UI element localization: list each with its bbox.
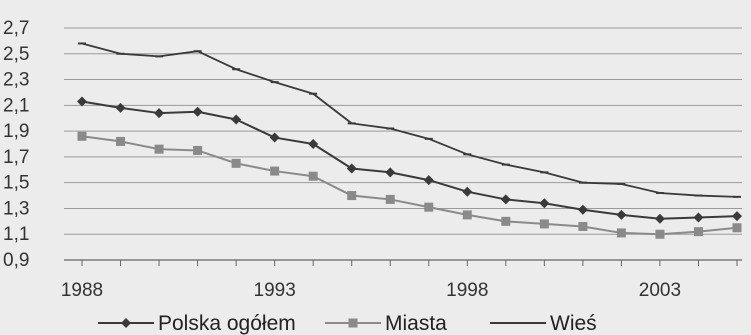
series-2 xyxy=(77,131,742,239)
series-1 xyxy=(77,96,742,224)
data-point xyxy=(115,102,126,113)
data-point xyxy=(693,212,704,223)
data-point xyxy=(385,167,396,178)
y-tick-label: 1,5 xyxy=(3,173,29,194)
data-point xyxy=(231,158,241,168)
series-line xyxy=(81,100,738,220)
data-point xyxy=(424,202,434,212)
y-axis-tick-labels: 0,9 1,1 1,3 1,5 1,7 1,9 2,1 2,3 2,5 2,7 xyxy=(3,18,29,271)
x-tick-label: 1988 xyxy=(61,280,103,301)
y-tick-label: 1,1 xyxy=(3,224,29,245)
y-tick-label: 0,9 xyxy=(3,250,29,271)
legend-item: Miasta xyxy=(325,312,447,335)
legend-label: Miasta xyxy=(385,312,447,335)
data-point xyxy=(539,198,550,209)
data-point xyxy=(347,191,357,201)
legend-item: Wieś xyxy=(490,312,597,335)
data-point xyxy=(269,132,280,143)
data-point xyxy=(616,209,627,220)
x-axis xyxy=(64,259,742,266)
series-3 xyxy=(78,42,741,198)
data-point xyxy=(462,186,473,197)
legend-label: Polska ogółem xyxy=(158,312,296,335)
data-point xyxy=(693,227,703,237)
legend: Polska ogółem Miasta Wieś xyxy=(98,312,597,335)
data-point xyxy=(423,175,434,186)
data-point xyxy=(539,219,549,229)
data-point xyxy=(121,318,131,328)
y-tick-label: 2,1 xyxy=(3,95,29,116)
data-point xyxy=(77,96,87,107)
data-point xyxy=(154,108,165,119)
data-point xyxy=(154,144,164,154)
data-point xyxy=(193,145,203,155)
data-point xyxy=(348,318,358,328)
data-point xyxy=(308,139,319,149)
data-point xyxy=(77,131,87,141)
x-tick-label: 1993 xyxy=(254,280,296,301)
series-line xyxy=(81,135,738,236)
x-axis-tick-labels: 1988 1993 1998 2003 xyxy=(61,280,681,301)
data-point xyxy=(116,136,126,146)
data-point xyxy=(501,216,511,226)
data-point xyxy=(577,204,588,215)
y-tick-label: 1,3 xyxy=(3,198,29,219)
y-tick-label: 1,9 xyxy=(3,121,29,142)
data-point xyxy=(192,106,203,117)
data-point xyxy=(346,163,357,174)
series-line xyxy=(81,42,738,198)
legend-label: Wieś xyxy=(550,312,597,335)
y-tick-label: 2,5 xyxy=(3,44,29,65)
data-point xyxy=(500,194,511,205)
data-point xyxy=(308,171,318,181)
series-layer xyxy=(77,42,742,239)
data-point xyxy=(616,228,626,238)
data-point xyxy=(654,213,665,224)
y-tick-label: 1,7 xyxy=(3,147,29,168)
data-point xyxy=(732,211,742,222)
y-tick-label: 2,3 xyxy=(3,70,29,91)
data-point xyxy=(578,221,588,231)
data-point xyxy=(732,223,742,233)
data-point xyxy=(270,166,280,176)
x-tick-label: 1998 xyxy=(446,280,488,301)
data-point xyxy=(462,210,472,220)
x-tick-label: 2003 xyxy=(639,280,681,301)
data-point xyxy=(655,229,665,239)
legend-item: Polska ogółem xyxy=(98,312,296,335)
data-point xyxy=(231,114,242,125)
grid xyxy=(64,27,742,261)
data-point xyxy=(385,194,395,204)
y-tick-label: 2,7 xyxy=(3,18,29,39)
